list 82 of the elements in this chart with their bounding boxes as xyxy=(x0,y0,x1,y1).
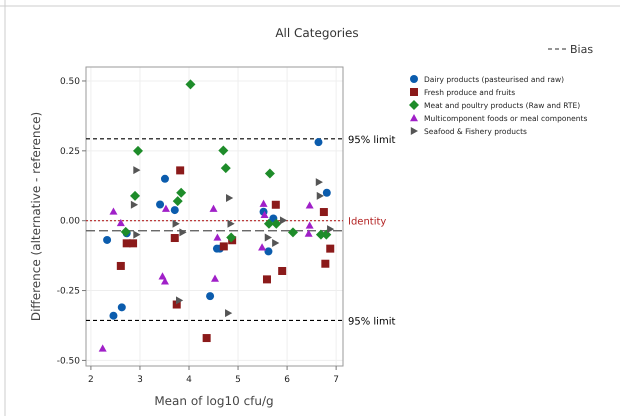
point xyxy=(320,208,328,216)
point xyxy=(220,163,231,174)
point xyxy=(218,146,228,156)
point xyxy=(280,216,288,224)
point xyxy=(264,168,275,178)
x-tick-label: 2 xyxy=(88,375,94,385)
x-tick-label: 3 xyxy=(137,375,143,385)
point xyxy=(210,204,218,212)
y-tick-label: -0.25 xyxy=(56,286,80,297)
x-tick-label: 4 xyxy=(186,375,192,385)
point xyxy=(162,204,170,212)
x-tick-label: 6 xyxy=(284,375,290,385)
point xyxy=(288,227,298,238)
point xyxy=(322,188,331,197)
point xyxy=(264,218,274,229)
point xyxy=(116,262,125,270)
point xyxy=(260,200,268,207)
point xyxy=(316,192,324,200)
point xyxy=(185,79,196,90)
point xyxy=(314,138,322,146)
point xyxy=(220,242,228,250)
point xyxy=(306,221,314,229)
point xyxy=(225,309,232,318)
point xyxy=(176,296,184,304)
y-tick-label: 0.25 xyxy=(60,146,80,157)
point xyxy=(176,188,186,198)
x-axis-title: Mean of log10 cfu/g xyxy=(154,394,274,408)
point xyxy=(170,206,179,214)
point xyxy=(98,344,107,352)
legend-label: Bias xyxy=(570,43,594,56)
point xyxy=(260,210,269,218)
ref-line-label: 95% limit xyxy=(348,316,396,328)
y-tick-label: 0.50 xyxy=(60,76,80,87)
point xyxy=(132,146,143,156)
ref-line-label: Identity xyxy=(348,216,386,228)
point xyxy=(316,178,323,186)
point xyxy=(258,243,266,250)
x-tick-label: 7 xyxy=(333,375,339,385)
point xyxy=(226,232,236,242)
y-axis-title: Difference (alternative - reference) xyxy=(29,112,43,322)
point xyxy=(227,220,235,228)
y-tick-label: -0.50 xyxy=(56,356,80,366)
point xyxy=(118,303,126,312)
point xyxy=(109,312,118,320)
point xyxy=(326,244,334,253)
point xyxy=(170,234,179,242)
point xyxy=(176,166,184,174)
point xyxy=(103,236,112,244)
point xyxy=(109,207,118,215)
point xyxy=(156,200,164,208)
point xyxy=(306,201,314,209)
point xyxy=(210,274,219,282)
point xyxy=(172,196,183,206)
point xyxy=(179,228,187,236)
point xyxy=(130,200,138,209)
x-tick-label: 5 xyxy=(235,375,241,385)
point xyxy=(130,190,140,201)
point xyxy=(264,247,272,256)
point xyxy=(321,260,330,268)
point xyxy=(133,230,141,239)
ref-line-label: 95% limit xyxy=(348,134,396,146)
point xyxy=(206,292,214,300)
point xyxy=(133,166,141,174)
point xyxy=(327,225,334,234)
y-tick-label: 0.00 xyxy=(60,216,80,227)
point xyxy=(158,272,167,280)
point xyxy=(271,218,282,229)
point xyxy=(116,218,125,226)
point xyxy=(272,200,280,209)
point xyxy=(264,233,272,242)
point xyxy=(304,230,313,237)
point xyxy=(262,275,271,284)
point xyxy=(226,194,234,202)
point xyxy=(272,239,280,248)
point xyxy=(172,220,180,228)
point xyxy=(160,174,169,183)
point xyxy=(129,239,138,248)
chart-title: All Categories xyxy=(275,26,359,40)
point xyxy=(120,226,131,237)
point xyxy=(278,266,286,275)
point xyxy=(202,334,211,342)
point xyxy=(213,233,222,241)
